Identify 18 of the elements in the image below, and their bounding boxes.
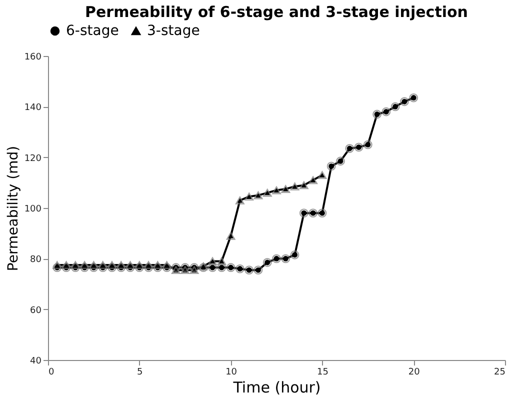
y-tick-label: 160 [24, 52, 42, 62]
y-tick-label: 100 [24, 204, 42, 214]
legend-label: 3-stage [147, 23, 200, 39]
legend-label: 6-stage [66, 23, 119, 39]
y-tick-label: 60 [30, 306, 42, 316]
y-tick-label: 120 [24, 154, 42, 164]
y-tick-label: 140 [24, 103, 42, 114]
x-tick-label: 10 [226, 368, 238, 378]
x-tick-label: 15 [316, 368, 328, 378]
x-axis-title: Time (hour) [232, 378, 321, 396]
x-tick-label: 20 [408, 368, 420, 378]
y-tick-label: 40 [30, 356, 42, 366]
y-tick-label: 80 [30, 255, 42, 266]
chart-title: Permeability of 6-stage and 3-stage injection [85, 3, 468, 21]
y-axis-title: Permeability (md) [5, 146, 22, 272]
x-tick-label: 0 [48, 368, 54, 378]
x-tick-label: 25 [494, 368, 506, 378]
x-tick-label: 5 [137, 368, 143, 378]
